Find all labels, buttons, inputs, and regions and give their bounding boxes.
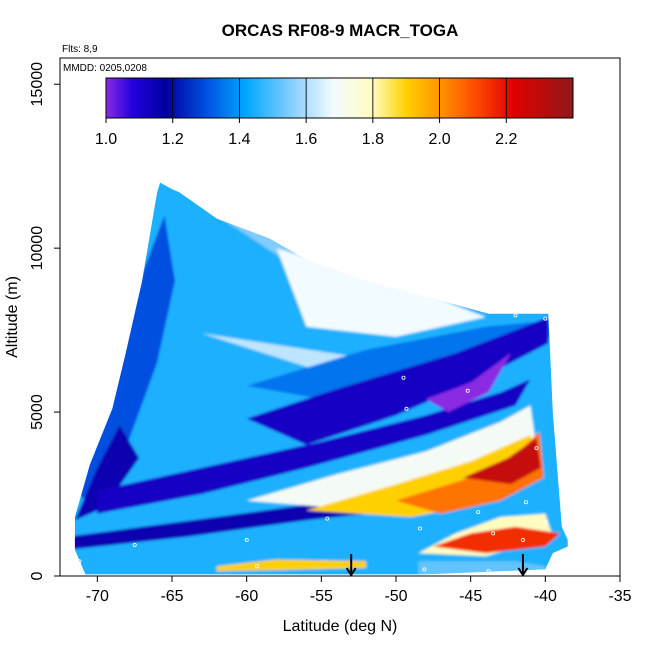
observation-point [77,559,82,564]
y-tick-label: 5000 [29,394,46,430]
red-maximum [463,438,541,485]
near-surface-blue [74,543,426,568]
flight-markers [345,554,529,577]
colorbar-tick-label: 1.8 [362,131,384,148]
observation-point [404,406,409,411]
x-tick-label: -40 [534,588,557,605]
near-surface-yellow [216,559,367,572]
observation-point [417,526,422,531]
y-axis: 0 5000 10000 15000 [29,62,60,580]
y-tick-label: 0 [29,571,46,580]
purple-minimum [425,353,511,413]
orange-band [396,431,544,514]
x-tick-label: -50 [384,588,407,605]
observation-point [401,375,406,380]
marker-arrow-head [345,567,357,577]
colorbar-tick-label: 1.0 [95,131,117,148]
mid-blue-strip [246,320,553,399]
flights-label: Flts: 8,9 [62,44,98,55]
observation-point [543,519,548,524]
upper-white [276,248,486,337]
y-axis-label: Altitude (m) [4,276,21,358]
observation-point [465,388,470,393]
colorbar-tick-label: 2.0 [428,131,450,148]
x-axis-label: Latitude (deg N) [283,618,398,635]
observation-point [132,542,137,547]
marker-arrow [517,554,529,577]
observation-point [325,516,330,521]
x-tick-label: -55 [310,588,333,605]
y-tick-label: 10000 [29,226,46,271]
marker-arrow [345,554,357,577]
colorbar-tick-label: 1.6 [295,131,317,148]
x-tick-label: -45 [459,588,482,605]
observation-points [77,313,548,574]
observation-point [255,564,260,569]
observation-point [534,446,539,451]
colorbar-tick-label: 1.4 [228,131,250,148]
observation-point [486,569,491,574]
observation-point [520,537,525,542]
observation-point [513,313,518,318]
x-tick-label: -70 [86,588,109,605]
heatmap-field [74,182,568,575]
upper-dark-band [246,317,549,445]
left-dark-blue [74,425,140,521]
y-tick-label: 15000 [29,62,46,107]
colorbar-ticks: 1.0 1.2 1.4 1.6 1.8 2.0 2.2 [95,118,518,148]
x-tick-label: -65 [160,588,183,605]
chart-title: ORCAS RF08-9 MACR_TOGA [222,21,459,40]
observation-point [523,500,528,505]
field-layers [74,182,568,575]
observation-point [476,510,481,515]
marker-arrow-head [517,567,529,577]
x-tick-label: -60 [235,588,258,605]
colorbar: 1.0 1.2 1.4 1.6 1.8 2.0 2.2 [95,77,574,148]
colorbar-tick-label: 2.2 [495,131,517,148]
colorbar-tick-label: 1.2 [162,131,184,148]
colorbar-frame [105,77,574,119]
x-axis: -70 -65 -60 -55 -50 -45 -40 -35 [86,576,632,605]
observation-point [491,531,496,536]
plot-frame [59,57,621,577]
observation-point [422,567,427,572]
dates-label: MMDD: 0205,0208 [63,63,147,74]
observation-point [244,537,249,542]
colorbar-dividers [172,78,507,118]
field-blobs [74,182,568,575]
near-surface-red [433,526,561,554]
main-dark-band [97,379,531,514]
colorbar-gradient [106,78,573,118]
observation-point [543,316,548,321]
x-tick-label: -35 [608,588,631,605]
